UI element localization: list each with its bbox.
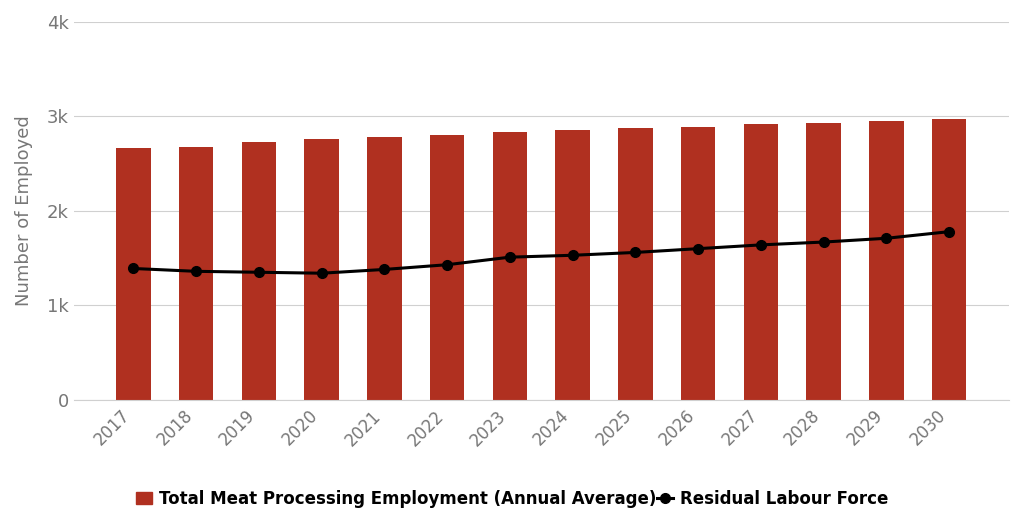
Residual Labour Force: [253, 269, 265, 276]
Residual Labour Force: [378, 266, 390, 272]
Residual Labour Force: [127, 265, 139, 271]
Residual Labour Force: [315, 270, 328, 276]
Bar: [368, 137, 401, 400]
Bar: [430, 135, 465, 400]
Residual Labour Force: [755, 242, 767, 248]
Bar: [932, 119, 967, 400]
Residual Labour Force: [943, 229, 955, 235]
Residual Labour Force: [630, 249, 642, 255]
Residual Labour Force: [190, 268, 203, 275]
Bar: [807, 123, 841, 400]
Bar: [743, 124, 778, 400]
Bar: [555, 130, 590, 400]
Legend: Total Meat Processing Employment (Annual Average), Residual Labour Force: Total Meat Processing Employment (Annual…: [136, 490, 888, 508]
Line: Residual Labour Force: Residual Labour Force: [129, 227, 954, 278]
Residual Labour Force: [817, 239, 829, 245]
Bar: [618, 128, 652, 400]
Residual Labour Force: [441, 262, 454, 268]
Bar: [869, 121, 904, 400]
Bar: [493, 132, 527, 400]
Y-axis label: Number of Employed: Number of Employed: [15, 116, 33, 307]
Residual Labour Force: [881, 235, 893, 241]
Residual Labour Force: [566, 252, 579, 259]
Bar: [681, 127, 716, 400]
Bar: [242, 142, 276, 400]
Bar: [179, 147, 213, 400]
Residual Labour Force: [692, 246, 705, 252]
Bar: [304, 139, 339, 400]
Bar: [116, 148, 151, 400]
Residual Labour Force: [504, 254, 516, 260]
